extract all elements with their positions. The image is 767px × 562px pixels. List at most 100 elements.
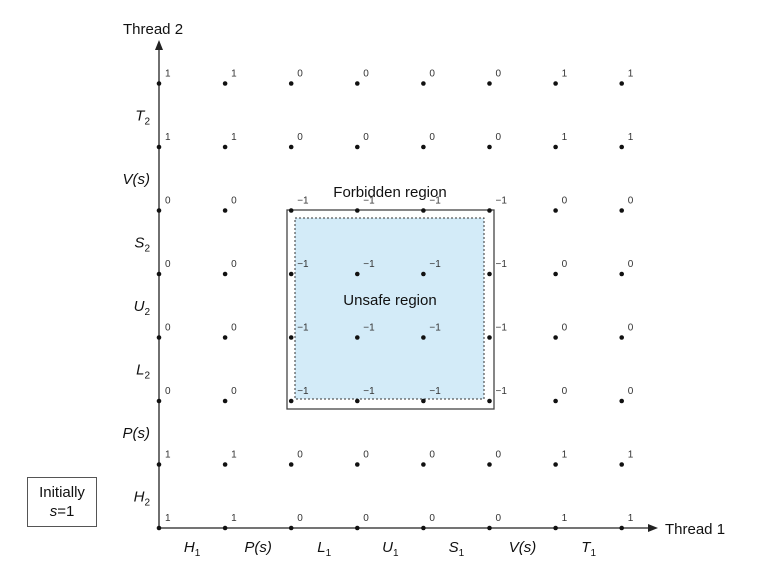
state-grid: 1 1 0 0 0 0 1 1 1 1 0 0 0 0 1 1 0 0 −1 −1 −1 −1 0 0 0 0 −1 −1 −1 −1 0 0… — [156, 69, 634, 531]
state-point — [222, 208, 228, 213]
state-point — [355, 335, 360, 340]
state-point — [619, 335, 624, 340]
initial-value-box: Initially s=1 — [27, 477, 97, 527]
state-point — [156, 144, 162, 150]
forbidden-region-label: Forbidden region — [333, 184, 446, 201]
state-point — [553, 462, 558, 467]
semaphore-value: −1 — [363, 386, 375, 397]
x-axis-arrow-icon — [648, 524, 658, 532]
state-point — [288, 335, 294, 340]
state-point — [156, 398, 162, 404]
semaphore-value: 1 — [628, 132, 634, 143]
x-axis-label: V(s) — [509, 539, 537, 556]
semaphore-value: −1 — [429, 386, 441, 397]
state-point — [487, 271, 492, 277]
state-point — [487, 398, 492, 404]
x-axis-label: S1 — [449, 539, 465, 559]
state-point — [355, 525, 360, 531]
semaphore-value: 0 — [429, 69, 435, 80]
semaphore-value: 0 — [165, 323, 171, 334]
x-axis-labels: H1 P(s) L1 U1 S1 V(s) T1 — [184, 539, 597, 559]
unsafe-region-label: Unsafe region — [343, 292, 436, 309]
y-axis-label: T2 — [135, 107, 150, 127]
state-point — [421, 208, 426, 213]
y-axis-title: Thread 2 — [123, 21, 183, 38]
state-point — [487, 335, 492, 340]
state-point — [487, 462, 492, 467]
semaphore-value: 0 — [562, 323, 568, 334]
state-point — [156, 271, 162, 277]
state-point — [619, 462, 624, 467]
state-point — [156, 81, 162, 86]
unsafe-region — [294, 217, 485, 400]
semaphore-value: 1 — [165, 513, 171, 524]
state-point — [355, 462, 360, 467]
semaphore-value: 1 — [628, 450, 634, 461]
state-point — [619, 398, 624, 404]
x-axis-label: P(s) — [244, 539, 272, 556]
semaphore-value: −1 — [297, 259, 309, 270]
x-axis-label: U1 — [382, 539, 399, 559]
y-axis-label: V(s) — [123, 171, 151, 188]
state-point — [222, 398, 228, 404]
y-axis-label: S2 — [134, 234, 150, 254]
state-point — [222, 525, 228, 531]
state-point — [222, 81, 228, 86]
state-point — [421, 271, 426, 277]
semaphore-value: 0 — [231, 323, 237, 334]
semaphore-value: 0 — [562, 386, 568, 397]
state-point — [619, 144, 624, 150]
y-axis-labels: H2 P(s) L2 U2 S2 V(s) T2 — [123, 107, 151, 508]
semaphore-value: 1 — [165, 69, 171, 80]
semaphore-value: 1 — [628, 69, 634, 80]
initial-value-line2: s=1 — [28, 502, 96, 521]
initial-value-line1: Initially — [39, 484, 85, 501]
semaphore-value: 0 — [297, 132, 303, 143]
state-point — [553, 525, 558, 531]
semaphore-value: 0 — [628, 196, 634, 207]
semaphore-value: 0 — [297, 69, 303, 80]
state-point — [487, 144, 492, 150]
semaphore-value: 1 — [231, 450, 237, 461]
state-point — [553, 335, 558, 340]
initial-value-var: s — [49, 503, 58, 520]
semaphore-value: 0 — [363, 132, 369, 143]
state-point — [619, 271, 624, 277]
semaphore-value: 0 — [297, 450, 303, 461]
x-axis-label: H1 — [184, 539, 201, 559]
semaphore-value: 0 — [429, 450, 435, 461]
semaphore-value: −1 — [363, 259, 375, 270]
semaphore-value: 1 — [562, 132, 568, 143]
forbidden-region — [286, 209, 495, 410]
semaphore-value: 1 — [562, 513, 568, 524]
semaphore-value: 1 — [165, 450, 171, 461]
semaphore-value: 1 — [231, 69, 237, 80]
state-point — [619, 525, 624, 531]
x-axis-title: Thread 1 — [665, 521, 725, 538]
semaphore-value: 0 — [628, 386, 634, 397]
y-axis-arrow-icon — [155, 40, 163, 50]
state-point — [288, 208, 294, 213]
state-point — [421, 144, 426, 150]
state-point — [288, 271, 294, 277]
semaphore-value: −1 — [297, 386, 309, 397]
semaphore-value: 0 — [628, 259, 634, 270]
state-point — [156, 525, 162, 531]
state-point — [288, 81, 294, 86]
y-axis-label: P(s) — [123, 425, 151, 442]
semaphore-value: 0 — [496, 450, 502, 461]
state-point — [421, 525, 426, 531]
state-point — [553, 398, 558, 404]
state-point — [222, 271, 228, 277]
state-point — [355, 271, 360, 277]
semaphore-value: 1 — [628, 513, 634, 524]
semaphore-value: 0 — [562, 259, 568, 270]
semaphore-value: 1 — [165, 132, 171, 143]
semaphore-value: 0 — [165, 196, 171, 207]
state-point — [222, 144, 228, 150]
y-axis-label: H2 — [134, 488, 151, 508]
state-point — [222, 462, 228, 467]
state-point — [421, 81, 426, 86]
state-point — [553, 81, 558, 86]
